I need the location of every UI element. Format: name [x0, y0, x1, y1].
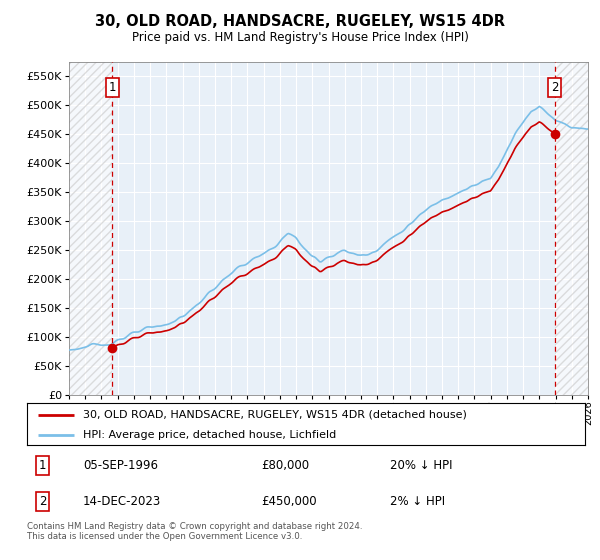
Text: Contains HM Land Registry data © Crown copyright and database right 2024.
This d: Contains HM Land Registry data © Crown c…: [27, 522, 362, 542]
Text: HPI: Average price, detached house, Lichfield: HPI: Average price, detached house, Lich…: [83, 430, 336, 440]
Text: 1: 1: [109, 81, 116, 94]
Text: £80,000: £80,000: [262, 459, 310, 472]
Text: £450,000: £450,000: [262, 494, 317, 508]
Text: 1: 1: [39, 459, 46, 472]
Text: 30, OLD ROAD, HANDSACRE, RUGELEY, WS15 4DR (detached house): 30, OLD ROAD, HANDSACRE, RUGELEY, WS15 4…: [83, 410, 467, 420]
Bar: [69, 62, 112, 395]
Text: 30, OLD ROAD, HANDSACRE, RUGELEY, WS15 4DR: 30, OLD ROAD, HANDSACRE, RUGELEY, WS15 4…: [95, 14, 505, 29]
Bar: [555, 62, 588, 395]
Text: 2: 2: [551, 81, 559, 94]
Text: 2: 2: [39, 494, 46, 508]
Text: 20% ↓ HPI: 20% ↓ HPI: [390, 459, 452, 472]
Text: 2% ↓ HPI: 2% ↓ HPI: [390, 494, 445, 508]
Text: Price paid vs. HM Land Registry's House Price Index (HPI): Price paid vs. HM Land Registry's House …: [131, 31, 469, 44]
Text: 05-SEP-1996: 05-SEP-1996: [83, 459, 158, 472]
Text: 14-DEC-2023: 14-DEC-2023: [83, 494, 161, 508]
